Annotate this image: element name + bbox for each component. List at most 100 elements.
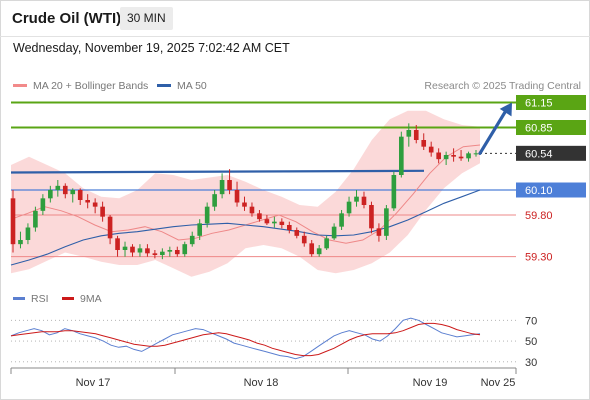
rsi-ma-swatch	[62, 296, 74, 300]
candle-body-3	[33, 210, 38, 228]
trend-line	[10, 169, 425, 174]
candle-body-4	[40, 198, 46, 211]
candle-body-24	[189, 235, 195, 245]
candle-body-57	[436, 152, 441, 160]
ma50-line	[10, 189, 481, 266]
candle-body-31	[242, 202, 247, 207]
price-levels	[11, 101, 516, 258]
candle-body-15	[122, 246, 128, 250]
x-tick-label-1: Nov 18	[244, 377, 279, 389]
candle-body-62	[473, 153, 479, 155]
candle-body-55	[421, 140, 427, 147]
candle-body-13	[107, 216, 113, 239]
x-tick-label-2: Nov 19	[413, 377, 448, 389]
candle-body-9	[77, 190, 83, 200]
candle-body-26	[204, 206, 210, 224]
candle-body-37	[286, 225, 292, 230]
legend-rsi-label: RSI	[31, 293, 49, 305]
projection-arrow-shaft	[478, 108, 508, 155]
level-tag-60.85	[516, 120, 586, 135]
bollinger-bands	[11, 110, 480, 277]
candle-body-35	[272, 221, 277, 224]
candle-body-34	[264, 219, 270, 224]
instrument-title: Crude Oil (WTI)	[12, 10, 122, 27]
candle-body-29	[227, 180, 232, 190]
rsi-swatch	[13, 296, 25, 300]
legend-ma50: MA 50	[157, 80, 207, 92]
candle-body-42	[324, 238, 329, 249]
candle-body-50	[384, 208, 389, 236]
candle-body-60	[458, 156, 464, 159]
level-tag-text-59.80: 59.80	[525, 210, 553, 222]
candle-body-1	[18, 240, 23, 245]
trend-line-stroke	[10, 169, 425, 174]
x-tick-label-0: Nov 17	[76, 377, 111, 389]
candle-body-11	[92, 202, 98, 207]
candle-body-12	[100, 206, 105, 217]
projection-arrow	[478, 102, 512, 155]
legend-ma20-label: MA 20 + Bollinger Bands	[33, 80, 149, 92]
rsi-tick-50: 50	[525, 336, 537, 348]
rsi-panel: 70 50 30	[10, 315, 537, 369]
candle-body-51	[391, 175, 397, 209]
candle-body-17	[137, 248, 143, 253]
candle-body-27	[212, 194, 217, 207]
ma50-swatch	[157, 83, 171, 87]
chart-header: Crude Oil (WTI) 30 MIN	[0, 0, 590, 36]
candle-body-43	[331, 226, 337, 239]
candle-body-59	[451, 155, 456, 157]
candles	[10, 123, 479, 260]
level-tags: 61.15 60.85 60.54 60.10 59.80 59.30	[516, 95, 586, 264]
candle-body-61	[466, 153, 471, 159]
candle-body-36	[279, 221, 285, 225]
candle-body-0	[10, 198, 16, 245]
legend-9ma-label: 9MA	[80, 293, 102, 305]
rsi-ma-line	[10, 322, 481, 357]
datetime-label: Wednesday, November 19, 2025 7:02:42 AM …	[13, 41, 290, 55]
legend-9ma: 9MA	[62, 293, 102, 305]
candle-body-8	[70, 190, 76, 195]
candle-body-23	[182, 244, 188, 255]
candle-body-28	[219, 180, 225, 195]
candle-body-56	[428, 146, 434, 153]
candle-body-39	[301, 235, 307, 244]
level-tag-text-59.30: 59.30	[525, 252, 553, 264]
candle-body-45	[346, 201, 352, 214]
candle-body-44	[339, 213, 344, 227]
candle-body-53	[406, 130, 412, 137]
candle-body-5	[48, 190, 53, 199]
candle-body-25	[197, 223, 203, 236]
candle-body-47	[361, 196, 367, 205]
candle-body-38	[294, 230, 300, 236]
x-tick-label-3: Nov 25	[481, 377, 516, 389]
level-tag-text-61.15: 61.15	[525, 98, 553, 110]
candle-body-16	[130, 246, 135, 253]
level-tag-text-60.85: 60.85	[525, 123, 553, 135]
candle-body-41	[316, 248, 322, 255]
candle-body-32	[249, 206, 255, 214]
rsi-line	[10, 317, 481, 360]
candle-body-20	[160, 251, 165, 255]
candle-body-58	[443, 155, 449, 160]
level-tag-text-60.54: 60.54	[525, 148, 553, 160]
candle-body-33	[257, 213, 262, 220]
candle-body-7	[62, 185, 68, 195]
rsi-tick-70: 70	[525, 315, 537, 327]
candle-body-10	[85, 200, 90, 203]
candle-body-14	[115, 238, 120, 250]
candle-body-18	[145, 248, 150, 254]
candle-body-2	[25, 227, 31, 240]
candle-body-48	[369, 205, 374, 229]
legend-rsi: RSI	[13, 293, 49, 305]
bollinger-band-area	[11, 110, 480, 277]
candle-body-49	[376, 228, 382, 236]
research-credit: Research © 2025 Trading Central	[424, 80, 581, 92]
ma20-swatch	[13, 83, 27, 87]
legend-ma50-label: MA 50	[177, 80, 207, 92]
level-tag-60.54	[516, 145, 586, 161]
candle-body-30	[234, 190, 240, 203]
projection-arrow-head	[499, 102, 512, 117]
timeframe-badge[interactable]: 30 MIN	[120, 7, 173, 30]
candle-body-21	[167, 250, 173, 252]
level-tag-61.15	[516, 95, 586, 110]
